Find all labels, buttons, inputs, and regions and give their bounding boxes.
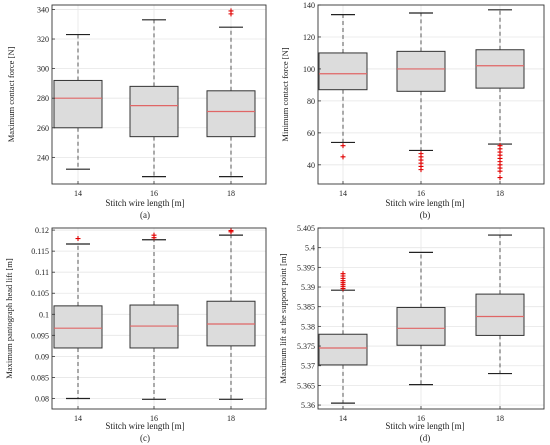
box-18 [206,228,256,400]
box-body [396,50,446,92]
panel-label: (a) [140,210,150,220]
box-18 [206,8,256,178]
y-tick-label: 0.11 [35,268,49,277]
panel-label: (b) [420,210,431,220]
axes-frame [317,4,545,185]
y-tick-label: 5.395 [297,263,315,272]
outlier-marker [497,168,503,174]
y-tick-label: 260 [37,124,49,133]
box-body [129,85,179,138]
box-14 [318,13,368,160]
y-tick-label: 5.36 [301,401,315,410]
panel-4: 5.36 5.365 5.37 5.375 5.38 5.385 5.39 5.395 5.4 5… [278,224,545,443]
outlier-marker [75,236,81,242]
y-tick-label: 0.095 [31,331,49,340]
box-body [475,293,525,336]
outlier-marker [497,175,503,181]
axes-frame [317,227,545,410]
panel-2: 40 60 80 100 120 140 14 16 18 Stitch wire length … [280,1,545,220]
x-tick-label: 14 [339,414,347,423]
box-16 [129,19,179,178]
box-body [206,90,256,138]
axes-frame [51,227,267,410]
y-tick-label: 120 [303,33,315,42]
box-body [318,333,368,366]
y-tick-label: 340 [37,5,49,14]
y-tick-label: 100 [303,65,315,74]
box-16 [396,12,446,173]
box-14 [53,236,103,400]
outlier-marker [340,143,346,149]
x-tick-label: 14 [74,414,82,423]
x-axis-label: Stitch wire length [m] [105,421,184,431]
x-axis-label: Stitch wire length [m] [385,198,464,208]
x-tick-label: 18 [227,414,235,423]
y-tick-label: 320 [37,35,49,44]
box-body [53,305,103,349]
panel-3: 0.08 0.085 0.09 0.095 0.1 0.105 0.11 0.115 0.12 1… [4,226,267,443]
box-body [318,52,368,91]
outlier-marker [418,167,424,173]
y-axis-label: Maximum pantograph head lift [m] [4,258,14,379]
x-axis-label: Stitch wire length [m] [105,198,184,208]
box-16 [396,251,446,386]
y-axis-label: Maximum lift at the support point [m] [278,253,288,383]
x-tick-label: 14 [74,189,82,198]
y-tick-label: 5.37 [301,362,315,371]
x-tick-label: 14 [339,189,347,198]
x-axis-label: Stitch wire length [m] [385,421,464,431]
outlier-marker [340,154,346,160]
outlier-marker [228,228,234,234]
box-18 [475,9,525,181]
box-body [53,79,103,129]
box-14 [53,33,103,170]
y-tick-label: 300 [37,65,49,74]
x-tick-label: 16 [417,189,425,198]
y-axis-label: Minimum contact force [N] [280,47,290,141]
y-tick-label: 0.08 [35,394,49,403]
y-tick-label: 5.38 [301,322,315,331]
y-tick-label: 0.115 [31,247,49,256]
box-14 [318,271,368,404]
y-tick-label: 5.365 [297,381,315,390]
y-tick-label: 0.1 [39,310,49,319]
x-tick-label: 16 [150,414,158,423]
box-18 [475,234,525,375]
y-tick-label: 40 [307,161,315,170]
y-tick-label: 5.405 [297,224,315,233]
y-tick-label: 0.12 [35,226,49,235]
panel-label: (c) [140,433,150,443]
panel-label: (d) [420,433,431,443]
y-tick-label: 5.4 [305,244,315,253]
y-axis-label: Maximum contact force [N] [6,47,16,143]
box-16 [129,232,179,400]
outlier-marker [151,232,157,238]
x-tick-label: 16 [150,189,158,198]
plot-area [318,5,544,184]
y-tick-label: 240 [37,153,49,162]
box-body [475,49,525,89]
x-tick-label: 16 [417,414,425,423]
axes-frame [51,4,267,185]
outlier-marker [340,271,346,277]
box-body [396,306,446,346]
outlier-marker [228,8,234,14]
y-tick-label: 0.105 [31,289,49,298]
y-tick-label: 5.385 [297,303,315,312]
y-tick-label: 60 [307,129,315,138]
x-tick-label: 18 [227,189,235,198]
y-tick-label: 80 [307,97,315,106]
y-tick-label: 0.085 [31,373,49,382]
x-tick-label: 18 [496,189,504,198]
y-tick-label: 280 [37,94,49,103]
panel-1: 240 260 280 300 320 340 14 16 18 Stitch wire leng… [6,4,267,220]
y-tick-label: 5.375 [297,342,315,351]
y-tick-label: 140 [303,1,315,10]
x-tick-label: 18 [496,414,504,423]
y-tick-label: 0.09 [35,352,49,361]
y-tick-label: 5.39 [301,283,315,292]
